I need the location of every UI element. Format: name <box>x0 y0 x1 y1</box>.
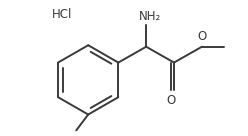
Text: O: O <box>197 30 207 43</box>
Text: HCl: HCl <box>52 8 72 21</box>
Text: O: O <box>166 94 176 107</box>
Text: NH₂: NH₂ <box>139 10 161 23</box>
